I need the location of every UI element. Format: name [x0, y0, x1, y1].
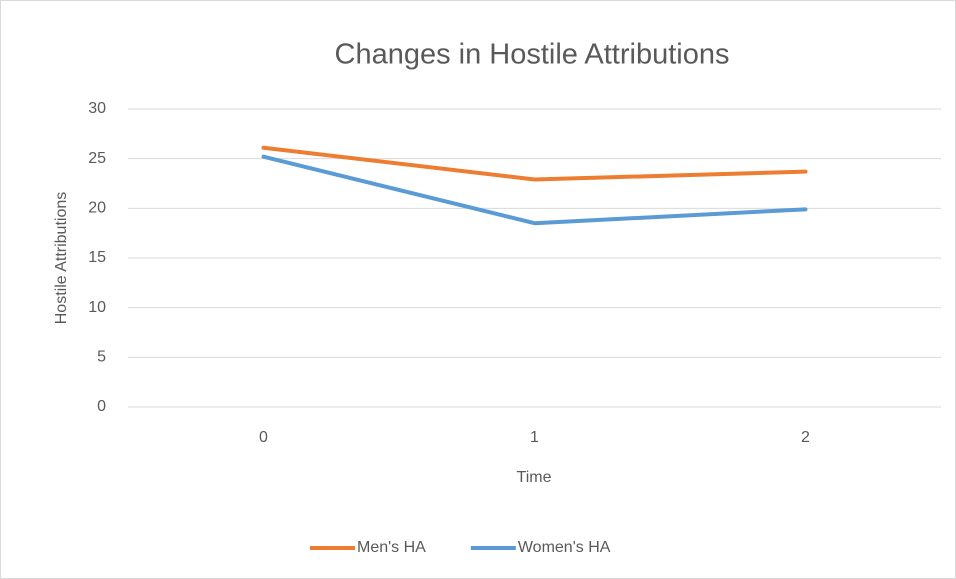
data-line	[261, 145, 808, 182]
y-tick-label: 10	[88, 299, 106, 316]
y-tick-label: 25	[88, 150, 106, 167]
y-tick-label: 5	[97, 349, 106, 366]
y-tick-label: 0	[97, 398, 106, 415]
legend-label: Men's HA	[357, 539, 426, 556]
x-tick-label: 2	[801, 429, 810, 446]
x-tick-label: 0	[259, 429, 268, 446]
x-axis-label: Time	[517, 469, 552, 486]
legend-label: Women's HA	[518, 539, 611, 556]
x-tick-label: 1	[530, 429, 539, 446]
y-axis-label: Hostile Attributions	[53, 192, 70, 325]
y-tick-label: 15	[88, 249, 106, 266]
y-tick-label: 30	[88, 100, 106, 117]
y-tick-label: 20	[88, 200, 106, 217]
chart-title: Changes in Hostile Attributions	[335, 39, 730, 71]
data-line	[261, 154, 808, 226]
